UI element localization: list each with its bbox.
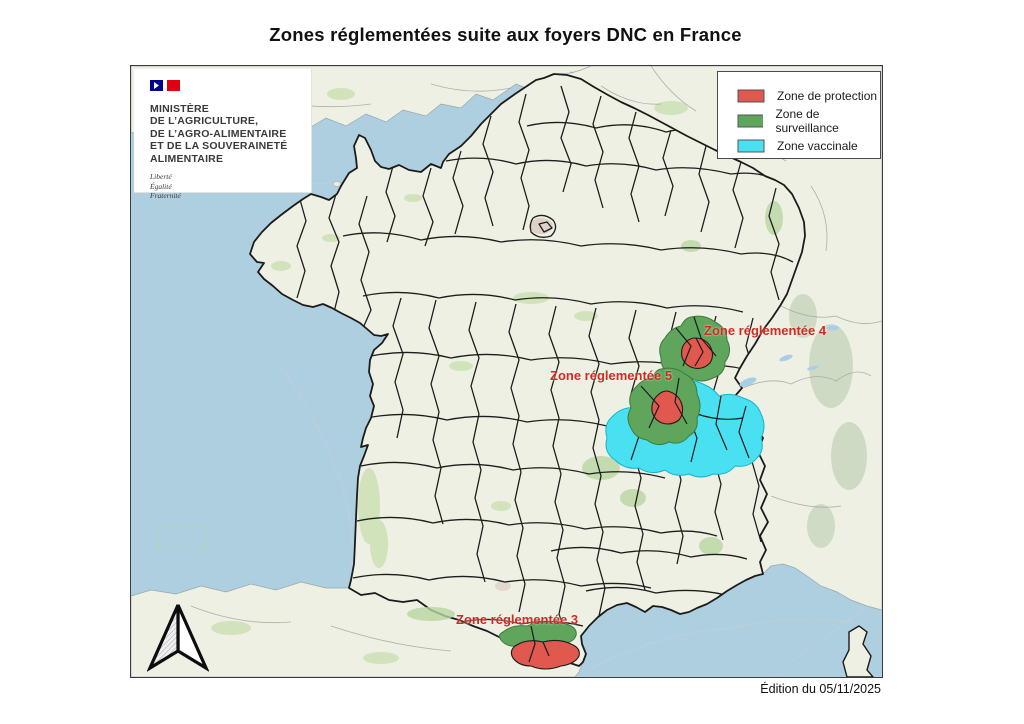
legend-item-surveillance: Zone de surveillance bbox=[718, 106, 880, 135]
north-arrow-icon bbox=[147, 604, 209, 672]
ministry-logo-box: MINISTÈRE DE L’AGRICULTURE, DE L’AGRO-AL… bbox=[134, 69, 312, 200]
corsica-land bbox=[842, 625, 874, 677]
ministry-name-line: MINISTÈRE bbox=[150, 103, 209, 115]
zone-3-label: Zone réglementée 3 bbox=[456, 612, 579, 627]
zone-4-label: Zone réglementée 4 bbox=[704, 323, 827, 338]
map-canvas: MINISTÈRE DE L’AGRICULTURE, DE L’AGRO-AL… bbox=[130, 65, 883, 678]
zone-4-protection-area bbox=[681, 337, 714, 369]
zone-5-label: Zone réglementée 5 bbox=[550, 368, 673, 383]
page-title: Zones réglementées suite aux foyers DNC … bbox=[269, 24, 742, 45]
legend-label: Zone de protection bbox=[777, 88, 878, 103]
motto-egalite: Égalité bbox=[150, 181, 172, 191]
ministry-name-line: DE L’AGRO-ALIMENTAIRE bbox=[150, 127, 287, 140]
french-flag-icon bbox=[150, 80, 180, 91]
france-map bbox=[131, 66, 882, 677]
motto-liberte: Liberté bbox=[150, 171, 172, 181]
map-legend: Zone de protection Zone de surveillance … bbox=[717, 71, 881, 159]
ministry-name-line: ALIMENTAIRE bbox=[150, 152, 224, 165]
alpine-lakes bbox=[779, 325, 839, 371]
borders-over-zones bbox=[528, 316, 717, 663]
vaccinale-swatch bbox=[737, 139, 765, 152]
protection-swatch bbox=[737, 89, 765, 102]
ministry-name: MINISTÈRE DE L’AGRICULTURE, DE L’AGRO-AL… bbox=[150, 103, 311, 165]
legend-item-protection: Zone de protection bbox=[718, 83, 880, 108]
ministry-name-line: ET DE LA SOUVERAINETÉ bbox=[150, 140, 288, 153]
lake-geneva bbox=[739, 377, 757, 387]
ministry-motto: Liberté Égalité Fraternité bbox=[150, 172, 311, 201]
zone-3-protection-area bbox=[510, 639, 580, 670]
legend-label: Zone de surveillance bbox=[775, 106, 839, 135]
motto-fraternite: Fraternité bbox=[150, 191, 181, 201]
legend-label: Zone vaccinale bbox=[777, 138, 858, 153]
edition-date: Édition du 05/11/2025 bbox=[760, 682, 881, 696]
ministry-name-line: DE L’AGRICULTURE, bbox=[150, 115, 259, 128]
legend-item-vaccinale: Zone vaccinale bbox=[718, 133, 880, 158]
surveillance-swatch bbox=[737, 114, 764, 127]
